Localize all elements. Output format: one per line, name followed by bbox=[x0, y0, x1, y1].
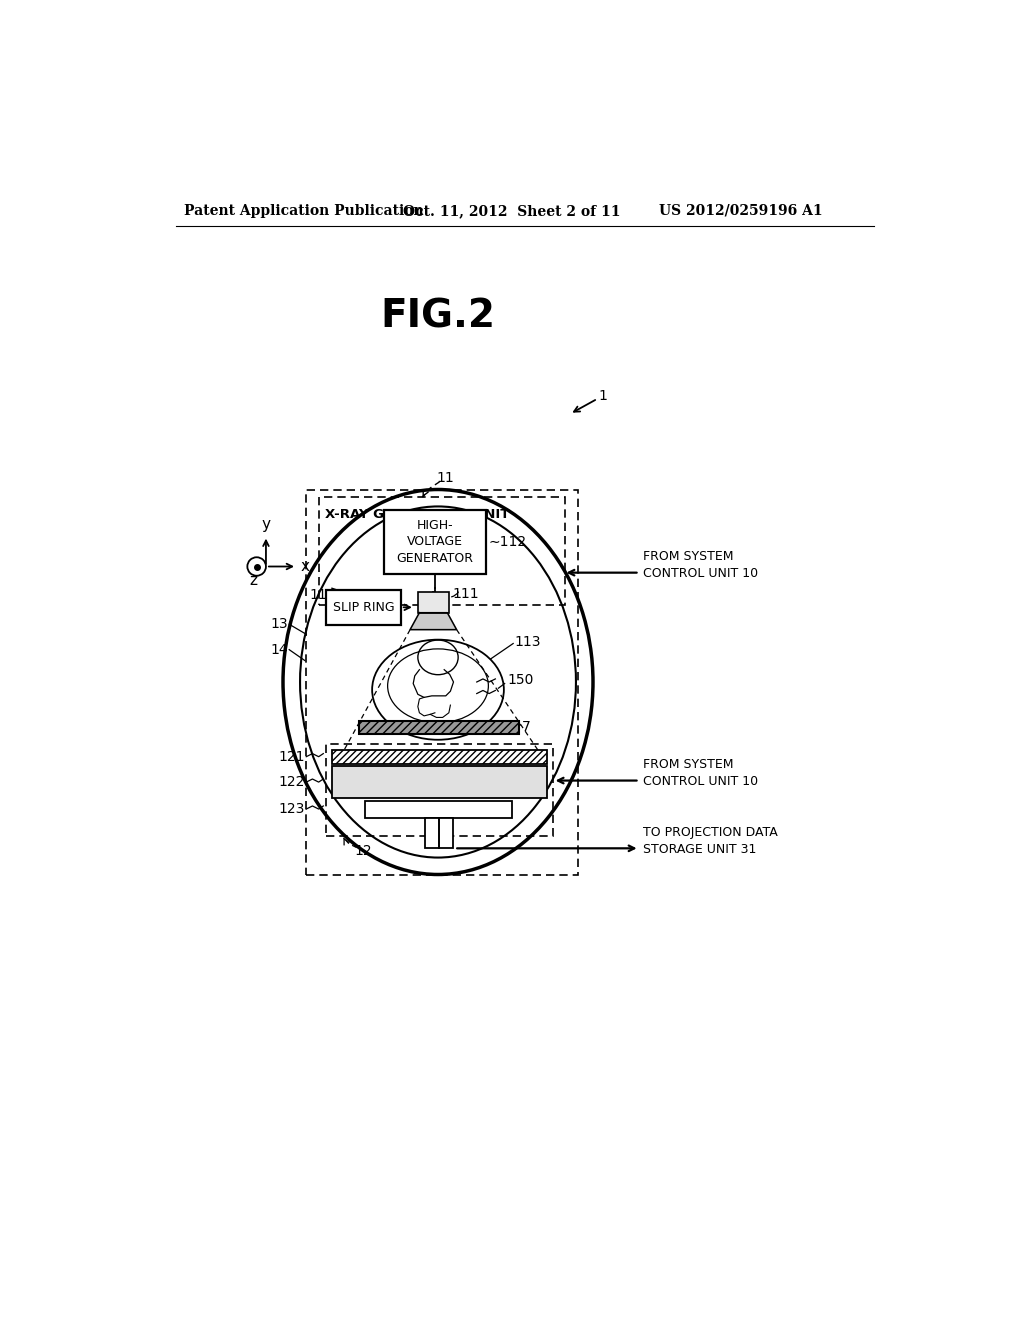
Bar bbox=[418, 591, 449, 612]
Bar bbox=[326, 743, 553, 836]
Bar bbox=[327, 590, 400, 626]
Text: 13: 13 bbox=[270, 618, 289, 631]
Text: FROM SYSTEM
CONTROL UNIT 10: FROM SYSTEM CONTROL UNIT 10 bbox=[643, 550, 759, 579]
Text: FROM SYSTEM
CONTROL UNIT 10: FROM SYSTEM CONTROL UNIT 10 bbox=[643, 758, 759, 788]
Text: 122: 122 bbox=[279, 775, 305, 789]
Bar bbox=[359, 721, 518, 734]
Bar bbox=[306, 490, 578, 875]
Text: 123: 123 bbox=[279, 803, 305, 817]
Text: X-RAY GENERATING UNIT: X-RAY GENERATING UNIT bbox=[325, 508, 509, 521]
Text: 121: 121 bbox=[279, 750, 305, 764]
Bar bbox=[318, 498, 565, 605]
Text: 11: 11 bbox=[436, 471, 455, 484]
Text: ∼112: ∼112 bbox=[488, 535, 526, 549]
Text: 1: 1 bbox=[598, 388, 607, 403]
Bar bbox=[332, 766, 547, 797]
Text: 150: 150 bbox=[508, 673, 535, 688]
Text: Patent Application Publication: Patent Application Publication bbox=[183, 203, 424, 218]
Text: 111: 111 bbox=[452, 586, 478, 601]
Bar bbox=[384, 510, 486, 574]
Text: 114: 114 bbox=[309, 589, 336, 602]
Text: HIGH-
VOLTAGE
GENERATOR: HIGH- VOLTAGE GENERATOR bbox=[396, 519, 473, 565]
Bar bbox=[366, 801, 512, 817]
Text: Oct. 11, 2012  Sheet 2 of 11: Oct. 11, 2012 Sheet 2 of 11 bbox=[403, 203, 621, 218]
Text: SLIP RING: SLIP RING bbox=[333, 601, 394, 614]
Text: y: y bbox=[261, 517, 270, 532]
Bar bbox=[332, 750, 547, 763]
Polygon shape bbox=[410, 612, 457, 630]
Text: 12: 12 bbox=[354, 845, 372, 858]
Text: 14: 14 bbox=[270, 643, 289, 656]
Text: 7: 7 bbox=[521, 719, 530, 734]
Text: US 2012/0259196 A1: US 2012/0259196 A1 bbox=[658, 203, 822, 218]
Text: z: z bbox=[250, 573, 258, 587]
Bar bbox=[425, 817, 453, 849]
Text: FIG.2: FIG.2 bbox=[381, 297, 496, 335]
Text: TO PROJECTION DATA
STORAGE UNIT 31: TO PROJECTION DATA STORAGE UNIT 31 bbox=[643, 825, 778, 855]
Text: x: x bbox=[301, 558, 310, 574]
Text: 113: 113 bbox=[514, 635, 541, 649]
